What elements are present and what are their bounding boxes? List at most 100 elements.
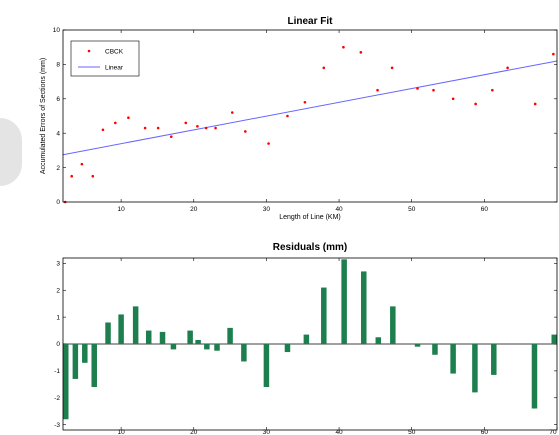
residuals-y-tick-label: -1 <box>54 368 60 375</box>
fit-tick-labels: 10 20 30 40 50 60 0 2 4 6 8 10 <box>53 27 557 213</box>
residual-bar <box>204 344 210 350</box>
fit-x-tick-label: 40 <box>335 206 343 213</box>
fit-point-cbck <box>70 174 74 178</box>
linear-fit-plot: Linear Fit 10 20 30 40 50 60 0 2 4 6 8 10 Length of… <box>40 16 558 221</box>
residual-bar <box>63 344 69 420</box>
fit-point-cbck <box>506 66 509 70</box>
fit-point-cbck <box>156 126 160 130</box>
fit-y-tick-label: 2 <box>56 165 60 172</box>
residuals-x-tick-label: 10 <box>118 429 126 435</box>
residual-bar <box>214 344 220 351</box>
fit-point-cbck <box>303 100 307 104</box>
fit-point-cbck <box>322 66 326 70</box>
residual-bar <box>284 344 291 353</box>
residuals-x-tick-label: 50 <box>408 429 416 435</box>
fit-y-tick-label: 4 <box>56 130 60 137</box>
fit-point-cbck <box>204 126 208 130</box>
residual-bar <box>361 271 367 344</box>
fit-point-cbck <box>80 162 84 166</box>
residual-bar <box>72 344 79 379</box>
fit-x-tick-label: 50 <box>408 206 416 213</box>
fit-point-cbck <box>474 102 477 106</box>
residual-bar <box>303 334 310 344</box>
fit-y-tick-label: 8 <box>56 62 60 69</box>
residual-bar <box>450 344 456 374</box>
residual-bar <box>82 344 88 363</box>
fit-ylabel: Accumulated Errors of Sections (mm) <box>40 58 47 174</box>
residuals-y-tick-label: 1 <box>56 314 60 321</box>
fit-title: Linear Fit <box>287 16 333 27</box>
residual-bar <box>187 330 193 344</box>
fit-point-cbck <box>286 114 289 118</box>
fit-point-cbck <box>342 45 345 49</box>
fit-plot-frame <box>62 29 558 203</box>
fit-x-tick-label: 20 <box>190 206 198 213</box>
fit-point-cbck <box>214 126 217 130</box>
residuals-y-tick-label: -2 <box>54 395 60 402</box>
residual-bar <box>241 344 247 362</box>
residuals-data-marks <box>63 259 557 420</box>
fit-point-cbck <box>359 51 363 54</box>
residual-bar <box>195 339 201 344</box>
legend-label-linear: Linear <box>105 65 124 72</box>
fit-point-cbck <box>127 116 130 120</box>
fit-point-cbck <box>416 87 419 90</box>
fit-y-tick-label: 6 <box>56 96 60 103</box>
residuals-x-tick-label: 60 <box>481 429 489 435</box>
fit-point-cbck <box>552 52 555 56</box>
fit-point-cbck <box>376 88 379 92</box>
fit-point-cbck <box>196 125 199 128</box>
fit-xlabel: Length of Line (KM) <box>279 214 340 221</box>
legend-box <box>70 40 140 77</box>
residual-bar <box>390 306 396 344</box>
residuals-x-tick-label: 30 <box>263 429 271 435</box>
residuals-title: Residuals (mm) <box>273 242 347 253</box>
fit-y-tick-label: 10 <box>53 27 61 34</box>
fit-data-marks <box>62 45 558 204</box>
residual-bar <box>91 344 97 387</box>
residual-bar <box>145 330 152 344</box>
residual-bar <box>105 322 111 344</box>
fit-point-cbck <box>533 102 537 106</box>
residuals-x-tick-label: 40 <box>335 429 343 435</box>
residuals-x-tick-label: 20 <box>190 429 198 435</box>
fit-point-cbck <box>101 128 105 132</box>
fit-point-cbck <box>184 121 188 125</box>
fit-point-cbck <box>114 121 117 125</box>
residual-bar <box>132 306 139 344</box>
fit-x-tick-label: 10 <box>118 206 126 213</box>
residuals-x-tick-label: 70 <box>549 429 557 435</box>
decorative-side-tab <box>0 118 22 186</box>
residual-bar <box>159 331 166 344</box>
fit-legend: CBCK Linear <box>70 40 140 77</box>
residuals-plot-frame <box>62 257 558 431</box>
residuals-plot: Residuals (mm) 10 20 30 40 50 60 70 -3 -2 -1 0 1 2 3 <box>54 242 558 435</box>
residual-bar <box>375 337 382 344</box>
residuals-y-tick-label: -3 <box>54 422 60 429</box>
residual-bar <box>321 287 327 344</box>
residual-bar <box>414 344 421 347</box>
fit-point-cbck <box>390 66 394 70</box>
fit-point-cbck <box>143 126 147 130</box>
fit-x-tick-label: 30 <box>263 206 271 213</box>
residual-bar <box>118 314 124 344</box>
residual-bar <box>432 344 438 355</box>
fit-point-cbck <box>267 142 270 145</box>
fit-point-cbck <box>244 130 247 133</box>
legend-marker-cbck <box>87 49 91 53</box>
fit-y-tick-label: 0 <box>56 199 60 206</box>
residuals-y-tick-label: 2 <box>56 287 60 294</box>
residuals-tick-labels: 10 20 30 40 50 60 70 -3 -2 -1 0 1 2 3 <box>54 258 558 435</box>
legend-label-cbck: CBCK <box>105 49 124 56</box>
residual-bar <box>227 327 233 344</box>
fit-point-cbck <box>230 111 234 114</box>
fit-point-cbck <box>451 97 455 101</box>
residual-bar <box>341 259 347 344</box>
residual-bar <box>531 344 538 409</box>
fit-point-cbck <box>491 88 494 92</box>
fit-point-cbck <box>432 88 435 92</box>
residual-bar <box>170 344 177 350</box>
fit-point-cbck <box>91 174 95 178</box>
residual-bar <box>491 344 497 375</box>
